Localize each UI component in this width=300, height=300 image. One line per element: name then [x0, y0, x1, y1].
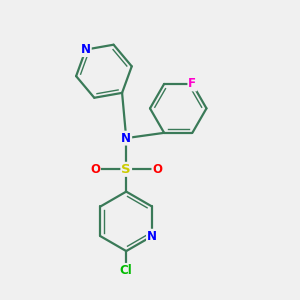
Text: N: N [81, 43, 91, 56]
Text: Cl: Cl [120, 264, 133, 277]
Text: F: F [188, 77, 196, 90]
Text: N: N [147, 230, 157, 243]
Text: O: O [152, 163, 162, 176]
Text: S: S [122, 163, 131, 176]
Text: N: N [121, 132, 131, 145]
Text: O: O [90, 163, 100, 176]
